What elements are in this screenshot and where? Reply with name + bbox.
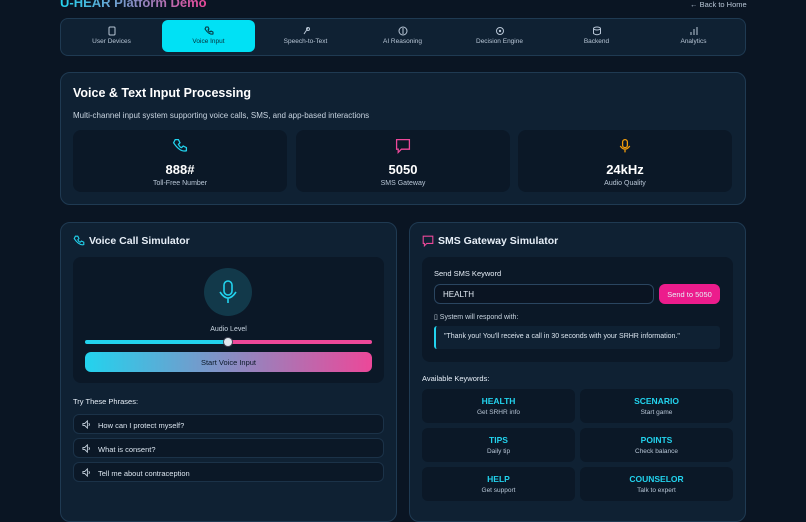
label: AI Reasoning bbox=[382, 38, 423, 45]
keyword-input[interactable]: HEALTH bbox=[434, 284, 654, 304]
section-description: Multi-channel input system supporting vo… bbox=[73, 111, 370, 120]
label: Tell me about contraception bbox=[98, 469, 190, 478]
label: System will respond with: bbox=[439, 314, 519, 321]
slider-knob[interactable] bbox=[223, 337, 233, 347]
tab[interactable]: Analytics bbox=[647, 20, 740, 52]
phrase-button[interactable]: What is consent? bbox=[73, 438, 384, 458]
phrase-button[interactable]: Tell me about contraception bbox=[73, 462, 384, 482]
start-voice-button[interactable]: Start Voice Input bbox=[85, 352, 372, 372]
sms-title: SMS Gateway Simulator bbox=[438, 235, 559, 247]
label: POINTS bbox=[640, 435, 673, 445]
phrases-title: Try These Phrases: bbox=[73, 397, 139, 406]
stat-value: 888# bbox=[165, 162, 195, 177]
stat-label: Audio Quality bbox=[604, 180, 646, 187]
respond-label: ▯ System will respond with: bbox=[434, 314, 519, 321]
label: SCENARIO bbox=[634, 396, 679, 406]
label: How can I protect myself? bbox=[98, 421, 185, 430]
label: TIPS bbox=[489, 435, 508, 445]
sms-icon bbox=[422, 235, 434, 247]
tab[interactable]: Voice Input bbox=[162, 20, 255, 52]
label: Daily tip bbox=[486, 448, 511, 455]
keyword-card[interactable]: TIPS Daily tip bbox=[422, 428, 575, 462]
keyword-label: Send SMS Keyword bbox=[434, 269, 502, 278]
back-link[interactable]: ← Back to Home bbox=[690, 0, 747, 9]
label: Talk to expert bbox=[637, 487, 676, 494]
stat-label: Toll-Free Number bbox=[152, 180, 208, 187]
tab[interactable]: AI Reasoning bbox=[356, 20, 449, 52]
label: Check balance bbox=[635, 448, 678, 455]
keyword-card[interactable]: POINTS Check balance bbox=[580, 428, 733, 462]
stat-card: 5050 SMS Gateway bbox=[296, 130, 510, 192]
tab[interactable]: Speech-to-Text bbox=[259, 20, 352, 52]
label: Analytics bbox=[680, 38, 707, 45]
keyword-card[interactable]: SCENARIO Start game bbox=[580, 389, 733, 423]
section-title: Voice & Text Input Processing bbox=[73, 86, 252, 100]
label: HELP bbox=[487, 474, 510, 484]
keyword-card[interactable]: HEALTH Get SRHR info bbox=[422, 389, 575, 423]
label: Voice Input bbox=[192, 38, 225, 45]
mic-button[interactable] bbox=[204, 268, 252, 316]
stat-value: 5050 bbox=[388, 162, 418, 177]
label: Get support bbox=[481, 487, 516, 494]
tab[interactable]: Backend bbox=[550, 20, 643, 52]
keywords-title: Available Keywords: bbox=[422, 374, 490, 383]
keyword-card[interactable]: HELP Get support bbox=[422, 467, 575, 501]
label: Backend bbox=[583, 38, 610, 45]
label: What is consent? bbox=[98, 445, 156, 454]
label: Start game bbox=[640, 409, 673, 416]
label: User Devices bbox=[92, 38, 131, 45]
label: COUNSELOR bbox=[629, 474, 684, 484]
stat-card: 24kHz Audio Quality bbox=[518, 130, 732, 192]
label: Get SRHR info bbox=[477, 409, 520, 416]
tab[interactable]: Decision Engine bbox=[453, 20, 546, 52]
phrase-button[interactable]: How can I protect myself? bbox=[73, 414, 384, 434]
voice-title: Voice Call Simulator bbox=[89, 235, 190, 247]
keyword-card[interactable]: COUNSELOR Talk to expert bbox=[580, 467, 733, 501]
response-box: "Thank you! You'll receive a call in 30 … bbox=[434, 326, 720, 349]
audio-level-label: Audio Level bbox=[210, 326, 247, 333]
phone-icon bbox=[73, 235, 85, 246]
label: HEALTH bbox=[481, 396, 516, 406]
label: Decision Engine bbox=[476, 38, 523, 45]
label: Speech-to-Text bbox=[283, 38, 328, 45]
stat-value: 24kHz bbox=[606, 162, 644, 177]
app-title: U-HEAR Platform Demo bbox=[60, 0, 207, 10]
page: U-HEAR Platform Demo ← Back to Home User… bbox=[60, 0, 747, 522]
stat-card: 888# Toll-Free Number bbox=[73, 130, 287, 192]
stat-label: SMS Gateway bbox=[380, 180, 426, 187]
tab[interactable]: User Devices bbox=[65, 20, 158, 52]
send-button[interactable]: Send to 5050 bbox=[659, 284, 720, 304]
